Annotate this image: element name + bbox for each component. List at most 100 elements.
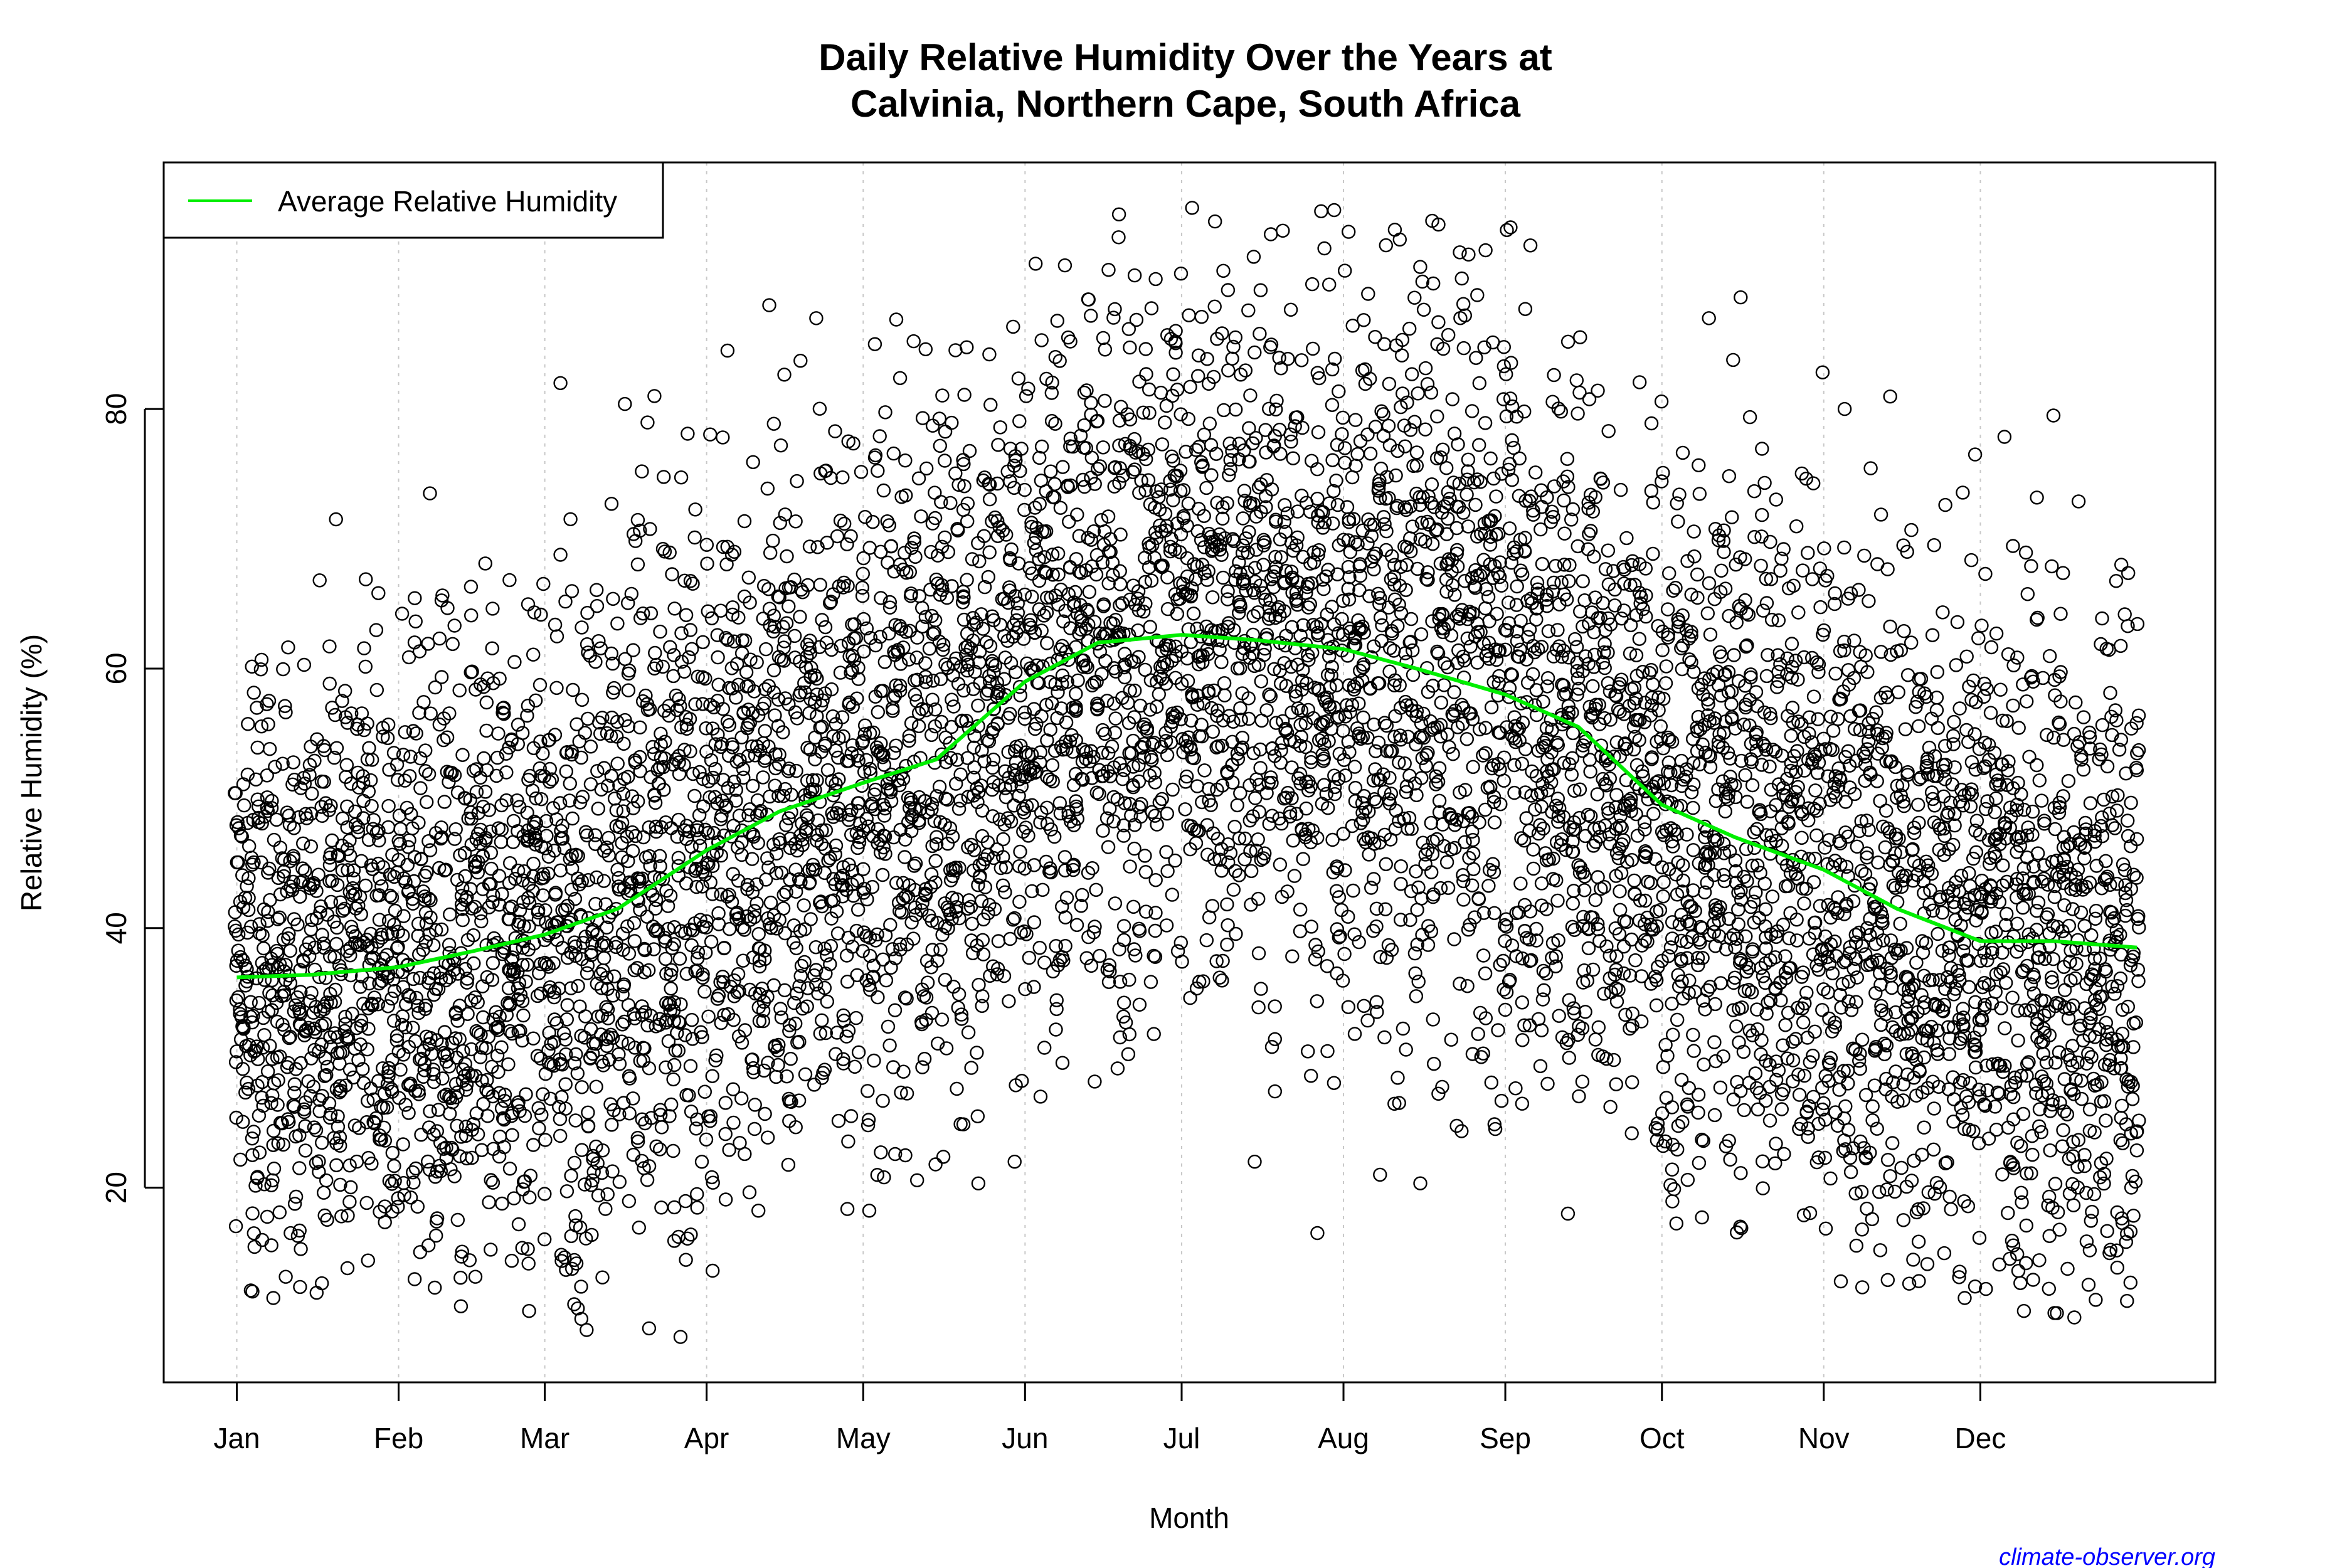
data-point: [995, 523, 1010, 538]
data-point: [1142, 382, 1157, 397]
data-point: [327, 750, 342, 765]
data-point: [315, 1135, 329, 1150]
data-point: [742, 1185, 757, 1200]
data-point: [1357, 313, 1371, 327]
data-point: [982, 492, 997, 507]
data-point: [763, 895, 778, 910]
data-point: [574, 1311, 589, 1327]
data-point: [1220, 937, 1234, 952]
data-point: [265, 793, 279, 808]
data-point: [1311, 425, 1326, 440]
data-point: [999, 527, 1014, 542]
data-point: [1216, 403, 1231, 418]
data-point: [359, 1115, 374, 1130]
data-point: [874, 1145, 888, 1160]
data-point: [339, 1030, 354, 1046]
data-point: [653, 624, 667, 639]
data-point: [430, 1211, 445, 1226]
data-point: [951, 802, 967, 816]
data-point: [564, 747, 579, 762]
data-point: [511, 1024, 526, 1039]
data-point: [971, 1176, 986, 1191]
data-point: [296, 836, 310, 851]
data-point: [600, 778, 615, 793]
data-point: [684, 1227, 698, 1242]
data-point: [381, 1061, 396, 1076]
data-point: [1535, 557, 1550, 571]
data-point: [1414, 891, 1429, 906]
data-point: [502, 573, 517, 588]
data-point: [526, 647, 541, 662]
data-point: [522, 1190, 537, 1205]
data-point: [484, 877, 498, 891]
data-point: [387, 918, 401, 932]
data-point: [667, 1057, 682, 1073]
data-point: [983, 398, 998, 412]
data-point: [423, 1030, 438, 1046]
data-point: [437, 795, 452, 809]
data-point: [1228, 864, 1242, 879]
data-point: [369, 682, 384, 697]
data-point: [689, 1187, 704, 1202]
data-point: [511, 718, 526, 732]
data-point: [445, 766, 459, 780]
data-point: [522, 768, 538, 783]
data-point: [418, 935, 433, 949]
data-point: [701, 1009, 716, 1024]
data-point: [464, 580, 479, 594]
data-point: [512, 976, 527, 990]
data-point: [705, 1069, 719, 1083]
data-point: [492, 671, 507, 686]
data-point: [295, 861, 310, 876]
data-point: [240, 1075, 254, 1090]
data-point: [1510, 579, 1524, 594]
data-point: [1241, 711, 1256, 726]
data-point: [407, 1272, 422, 1286]
data-point: [447, 1169, 462, 1184]
data-point: [906, 334, 921, 349]
data-point: [235, 1062, 250, 1076]
data-point: [1216, 263, 1231, 278]
data-point: [485, 641, 499, 655]
data-point: [840, 537, 854, 551]
data-point: [354, 907, 368, 921]
data-point: [479, 723, 494, 738]
data-point: [621, 719, 636, 734]
data-point: [245, 1131, 260, 1146]
data-point: [530, 1049, 545, 1063]
data-point: [543, 1091, 558, 1106]
data-point: [1496, 340, 1512, 354]
data-point: [664, 981, 678, 996]
data-point: [238, 1085, 253, 1100]
data-point: [1523, 238, 1538, 253]
data-point: [1441, 881, 1456, 895]
data-point: [1191, 348, 1206, 363]
data-point: [1439, 855, 1454, 869]
data-point: [1274, 889, 1290, 904]
data-point: [340, 842, 355, 857]
data-point: [421, 834, 436, 849]
data-point: [950, 1081, 964, 1096]
data-point: [240, 879, 254, 894]
data-point: [580, 958, 595, 973]
data-point: [617, 1096, 631, 1110]
data-point: [1165, 782, 1180, 797]
data-point: [1328, 787, 1342, 802]
data-point: [576, 935, 590, 950]
data-point: [1518, 742, 1533, 756]
data-point: [455, 1244, 469, 1259]
data-point: [531, 903, 546, 918]
data-point: [1226, 882, 1241, 897]
data-point: [1409, 989, 1424, 1004]
data-point: [820, 994, 835, 1009]
data-point: [1424, 815, 1439, 830]
data-point: [595, 938, 609, 953]
data-point: [621, 770, 635, 784]
data-point: [282, 808, 296, 823]
data-point: [1413, 1176, 1428, 1190]
data-point: [260, 801, 274, 815]
data-point: [549, 629, 564, 644]
data-point: [1095, 723, 1110, 738]
data-point: [581, 645, 595, 660]
data-point: [499, 746, 514, 761]
